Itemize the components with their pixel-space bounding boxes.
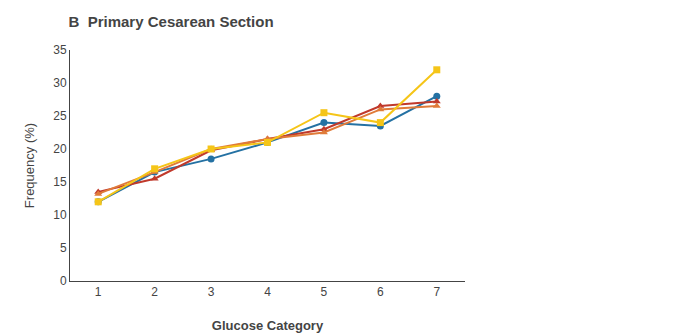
svg-text:3: 3: [208, 285, 215, 299]
svg-text:7: 7: [433, 285, 440, 299]
svg-text:5: 5: [60, 241, 67, 255]
svg-text:0: 0: [60, 274, 67, 288]
svg-text:1: 1: [95, 285, 102, 299]
svg-text:2: 2: [151, 285, 158, 299]
svg-text:35: 35: [53, 43, 67, 57]
svg-text:5: 5: [321, 285, 328, 299]
svg-text:25: 25: [53, 109, 67, 123]
svg-text:4: 4: [264, 285, 271, 299]
svg-text:Frequency (%): Frequency (%): [22, 123, 37, 208]
svg-text:10: 10: [53, 208, 67, 222]
svg-text:30: 30: [53, 76, 67, 90]
svg-text:6: 6: [377, 285, 384, 299]
svg-text:20: 20: [53, 142, 67, 156]
svg-text:B Primary Cesarean Section: B Primary Cesarean Section: [69, 13, 274, 30]
svg-text:Glucose Category: Glucose Category: [212, 318, 324, 333]
svg-text:15: 15: [53, 175, 67, 189]
